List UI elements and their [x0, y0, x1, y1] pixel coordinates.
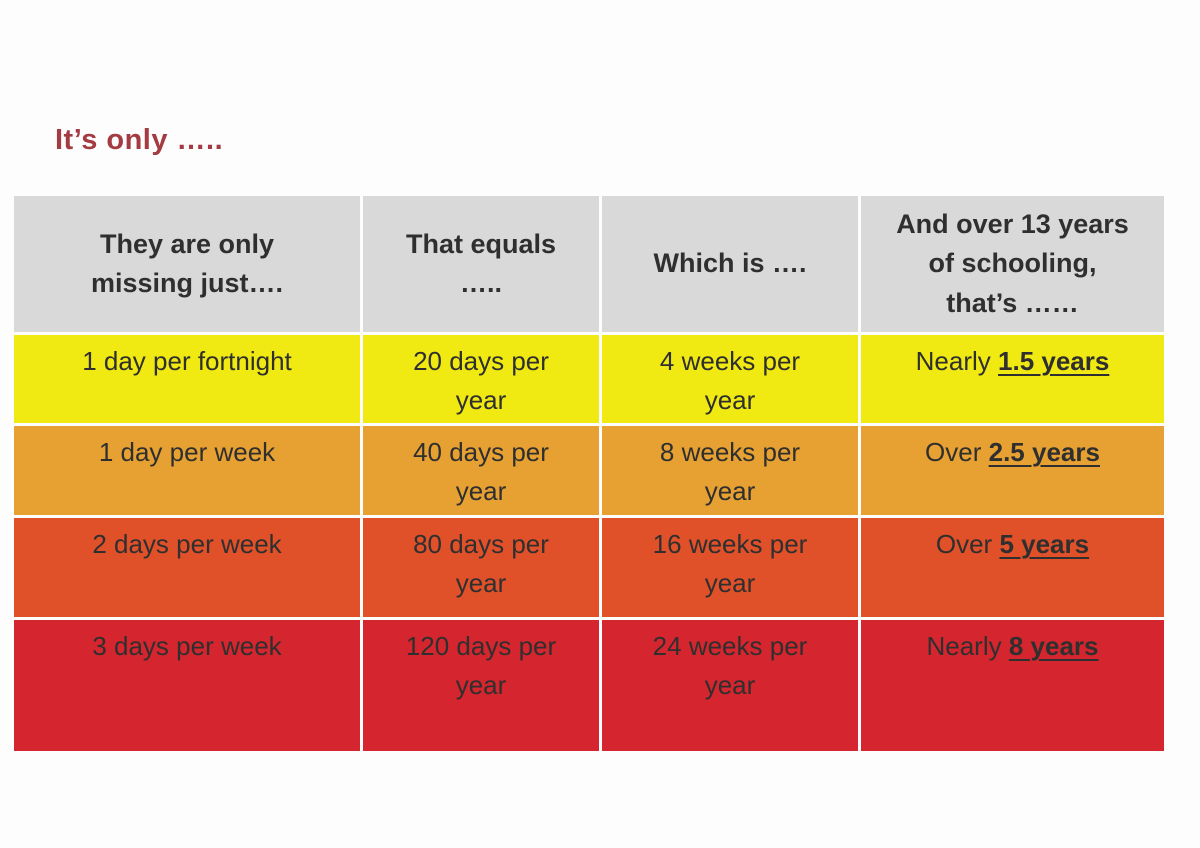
schooling-prefix: Nearly — [915, 346, 991, 376]
cell-missing: 3 days per week — [14, 620, 360, 751]
cell-equals: 80 days per year — [363, 518, 599, 617]
page-title: It’s only ….. — [55, 124, 224, 156]
cell-missing: 2 days per week — [14, 518, 360, 617]
column-header-which-is: Which is …. — [602, 196, 858, 332]
schooling-value: 5 years — [999, 529, 1090, 559]
column-header-schooling: And over 13 years of schooling, that’s …… — [861, 196, 1164, 332]
cell-schooling: Nearly 1.5 years — [861, 335, 1164, 423]
cell-schooling: Over 5 years — [861, 518, 1164, 617]
schooling-value: 8 years — [1008, 631, 1099, 661]
cell-missing: 1 day per fortnight — [14, 335, 360, 423]
cell-equals: 20 days per year — [363, 335, 599, 423]
cell-schooling: Nearly 8 years — [861, 620, 1164, 751]
cell-equals: 120 days per year — [363, 620, 599, 751]
schooling-prefix: Over — [925, 437, 982, 467]
schooling-prefix: Over — [935, 529, 993, 559]
cell-schooling: Over 2.5 years — [861, 426, 1164, 515]
cell-which-is: 8 weeks per year — [602, 426, 858, 515]
cell-which-is: 16 weeks per year — [602, 518, 858, 617]
schooling-value: 1.5 years — [998, 346, 1110, 376]
cell-missing: 1 day per week — [14, 426, 360, 515]
cell-equals: 40 days per year — [363, 426, 599, 515]
attendance-impact-table: They are only missing just…. That equals… — [14, 196, 1164, 751]
column-header-equals: That equals ….. — [363, 196, 599, 332]
cell-which-is: 24 weeks per year — [602, 620, 858, 751]
schooling-value: 2.5 years — [988, 437, 1100, 467]
schooling-prefix: Nearly — [926, 631, 1002, 661]
column-header-missing: They are only missing just…. — [14, 196, 360, 332]
cell-which-is: 4 weeks per year — [602, 335, 858, 423]
